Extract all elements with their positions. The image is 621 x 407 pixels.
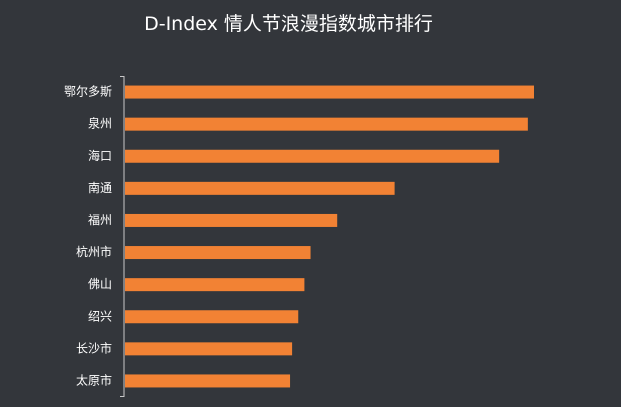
bar [125,278,305,292]
y-tick-label: 佛山 [88,277,112,291]
y-tick-label: 南通 [88,180,112,195]
bar [125,246,311,260]
y-tick-label: 鄂尔多斯 [64,84,112,99]
y-tick-label: 海口 [88,148,112,163]
bar [125,374,291,388]
bar [125,149,500,163]
y-tick-label: 长沙市 [76,340,112,355]
bar [125,85,534,99]
y-tick-label: 太原市 [76,372,112,387]
y-tick-label: 福州 [88,212,112,227]
bar [125,213,338,227]
chart-title: D-Index 情人节浪漫指数城市排行 [144,13,433,35]
bar [125,117,528,131]
bar [125,181,395,195]
y-tick-label: 绍兴 [88,309,112,323]
bar [125,342,293,356]
y-tick-label: 泉州 [88,117,112,131]
bar [125,310,299,324]
y-tick-label: 杭州市 [76,244,112,259]
